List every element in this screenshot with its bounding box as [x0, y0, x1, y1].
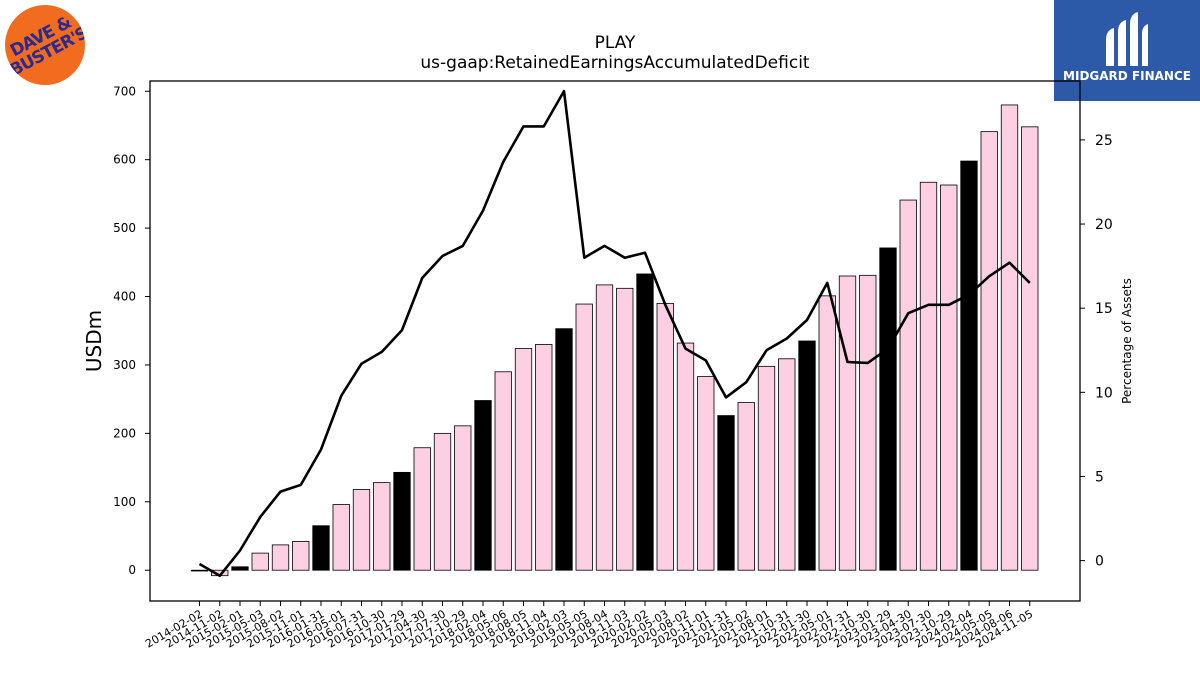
bar: [697, 376, 715, 571]
bar: [717, 415, 735, 571]
bar: [555, 328, 573, 571]
bar: [859, 274, 877, 571]
y2-tick-label: 10: [1095, 385, 1113, 401]
y2-tick-label: 5: [1095, 469, 1104, 485]
bar: [676, 342, 695, 571]
y-tick-label: 100: [113, 495, 136, 509]
bar: [433, 432, 452, 571]
y-tick-label: 500: [113, 221, 136, 235]
bar: [919, 181, 938, 571]
bar: [595, 284, 614, 571]
bar: [312, 525, 330, 571]
y2-tick-label: 15: [1095, 301, 1113, 317]
y2-tick-label: 20: [1095, 217, 1113, 233]
bar: [393, 471, 411, 571]
y-tick-label: 400: [113, 290, 136, 304]
x-axis: 2014-02-022014-11-022015-02-012015-05-03…: [143, 601, 1035, 651]
bar: [778, 358, 796, 571]
y-tick-label: 300: [113, 358, 136, 372]
y-axis-right: 0 5 10 15 20 25: [1080, 133, 1113, 570]
bar: [899, 199, 917, 571]
bar: [980, 131, 998, 571]
bar: [514, 348, 533, 571]
y-axis-left: 0 100 200 300 400 500 600 700: [113, 84, 150, 577]
bar: [373, 482, 391, 571]
bar: [413, 447, 431, 571]
midgard-finance-text: MIDGARD FINANCE: [1063, 69, 1191, 83]
y-tick-label: 0: [128, 563, 136, 577]
bar: [292, 541, 310, 571]
bar: [940, 184, 958, 571]
bar-series: [190, 104, 1039, 577]
y2-tick-label: 0: [1095, 554, 1104, 570]
bar: [271, 544, 290, 571]
midgard-finance-logo: MIDGARD FINANCE: [1054, 0, 1200, 101]
bar: [960, 160, 978, 571]
chart-subtitle: us-gaap:RetainedEarningsAccumulatedDefic…: [420, 53, 810, 73]
bar: [332, 504, 350, 571]
bar: [251, 552, 269, 571]
y-tick-label: 600: [113, 153, 136, 167]
bar: [575, 303, 593, 571]
y2-axis-label: Percentage of Assets: [1120, 278, 1134, 404]
percentage-line: [198, 89, 1031, 578]
bar: [494, 371, 512, 571]
line-series: [198, 89, 1031, 578]
bar: [231, 566, 249, 571]
bar: [1000, 104, 1019, 571]
bar: [737, 402, 755, 571]
bar: [190, 569, 209, 572]
bar: [616, 287, 634, 571]
bar: [454, 425, 472, 571]
bar: [757, 365, 776, 571]
company-logo: DAVE & BUSTER'S: [5, 5, 85, 85]
plot-frame: [149, 80, 1081, 602]
bar: [656, 302, 674, 571]
bar: [818, 295, 836, 571]
bar: [1021, 126, 1039, 571]
y-tick-label: 700: [113, 84, 136, 98]
bar: [879, 247, 897, 571]
midgard-mark-icon: [1106, 12, 1148, 66]
bar: [535, 344, 553, 571]
y-tick-label: 200: [113, 426, 136, 440]
y-axis-label: USDm: [82, 310, 106, 372]
chart-title: PLAY: [595, 33, 636, 53]
bar: [838, 275, 857, 571]
y2-tick-label: 25: [1095, 133, 1113, 149]
bar: [352, 489, 371, 571]
bar: [798, 340, 816, 571]
bar: [474, 400, 492, 571]
bar: [636, 273, 654, 571]
